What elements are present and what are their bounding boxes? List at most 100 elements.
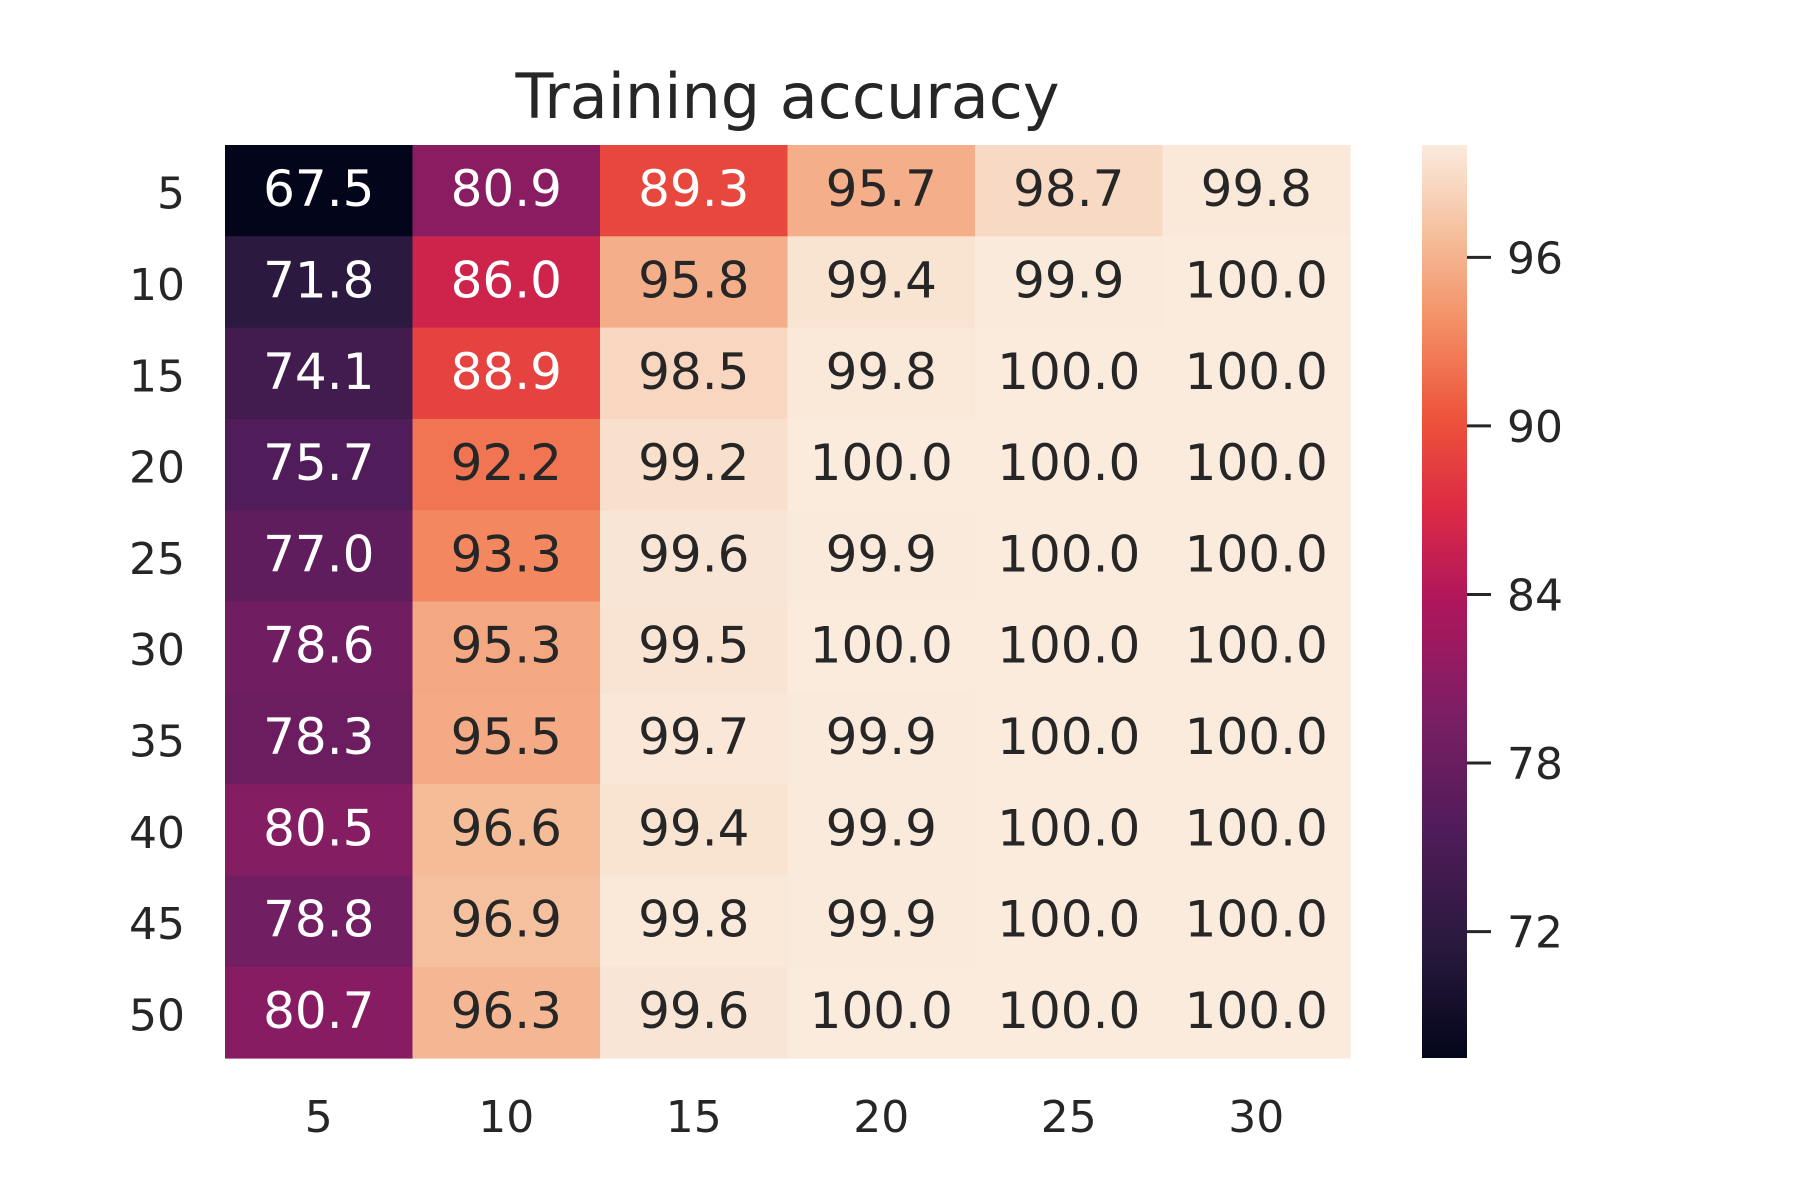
cell-value-label: 92.2 (451, 434, 562, 492)
heatmap-cell-r15-c30 (1162, 327, 1351, 420)
cell-value-label: 100.0 (1185, 525, 1328, 583)
cell-value-label: 98.5 (638, 343, 749, 401)
cell-value-label: 99.9 (826, 891, 937, 949)
cell-value-label: 74.1 (263, 343, 374, 401)
cell-value-label: 99.9 (826, 799, 937, 857)
heatmap-cell-r15-c25 (975, 327, 1164, 420)
cell-value-label: 98.7 (1013, 160, 1124, 218)
cell-value-label: 80.7 (263, 982, 374, 1040)
cell-value-label: 99.4 (638, 799, 749, 857)
heatmap-cell-r25-c5 (225, 510, 414, 603)
heatmap-cell-r20-c5 (225, 418, 414, 511)
y-tick-label: 20 (129, 443, 185, 494)
cell-value-label: 100.0 (1185, 617, 1328, 675)
x-tick-label: 5 (305, 1092, 333, 1143)
heatmap-cell-r5-c20 (787, 145, 976, 237)
cell-value-label: 100.0 (997, 343, 1140, 401)
cell-value-label: 100.0 (1185, 251, 1328, 309)
y-tick-label: 15 (129, 351, 185, 402)
y-tick-label: 30 (129, 625, 185, 676)
heatmap-cell-r40-c25 (975, 784, 1164, 876)
colorbar (1422, 145, 1467, 1058)
heatmap-cell-r40-c5 (225, 784, 414, 876)
heatmap-cell-r30-c20 (787, 601, 976, 694)
cell-value-label: 100.0 (810, 434, 953, 492)
cell-value-label: 100.0 (997, 525, 1140, 583)
x-tick-label: 10 (478, 1092, 534, 1143)
heatmap-cell-r20-c20 (787, 418, 976, 511)
cell-value-label: 95.5 (451, 708, 562, 766)
cell-value-label: 99.2 (638, 434, 749, 492)
colorbar-tick-label: 84 (1507, 570, 1563, 621)
heatmap-cell-r5-c10 (412, 145, 601, 237)
cell-value-label: 99.9 (826, 708, 937, 766)
heatmap-cell-r25-c30 (1162, 510, 1351, 603)
cell-value-label: 77.0 (263, 525, 374, 583)
heatmap-cell-r30-c15 (600, 601, 789, 694)
heatmap-cell-r15-c15 (600, 327, 789, 420)
cell-value-label: 99.7 (638, 708, 749, 766)
cell-value-label: 100.0 (1185, 708, 1328, 766)
cell-value-label: 100.0 (997, 982, 1140, 1040)
heatmap-cell-r15-c5 (225, 327, 414, 420)
cell-value-label: 78.3 (263, 708, 374, 766)
cell-value-label: 88.9 (451, 343, 562, 401)
cell-value-label: 80.5 (263, 799, 374, 857)
cell-value-label: 100.0 (1185, 799, 1328, 857)
cell-value-label: 80.9 (451, 160, 562, 218)
y-tick-label: 50 (129, 990, 185, 1041)
cell-value-label: 100.0 (1185, 434, 1328, 492)
heatmap-cell-r40-c10 (412, 784, 601, 876)
cell-value-label: 86.0 (451, 251, 562, 309)
heatmap-cell-r35-c10 (412, 692, 601, 785)
x-tick-label: 15 (666, 1092, 722, 1143)
cell-value-label: 100.0 (997, 617, 1140, 675)
y-tick-label: 25 (129, 534, 185, 585)
cell-value-label: 100.0 (1185, 891, 1328, 949)
heatmap-cell-r50-c10 (412, 966, 601, 1059)
cell-value-label: 99.8 (1201, 160, 1312, 218)
heatmap-cell-r20-c25 (975, 418, 1164, 511)
heatmap-cell-r45-c15 (600, 875, 789, 968)
heatmap-cell-r25-c25 (975, 510, 1164, 603)
cell-value-label: 99.9 (826, 525, 937, 583)
chart-title: Training accuracy (515, 60, 1060, 133)
heatmap-cell-r40-c30 (1162, 784, 1351, 876)
heatmap-cell-r45-c30 (1162, 875, 1351, 968)
heatmap-cell-r50-c20 (787, 966, 976, 1059)
y-tick-label: 45 (129, 899, 185, 950)
heatmap-cell-r50-c15 (600, 966, 789, 1059)
cell-value-label: 75.7 (263, 434, 374, 492)
heatmap-cell-r30-c5 (225, 601, 414, 694)
cell-value-label: 99.6 (638, 982, 749, 1040)
y-tick-label: 5 (157, 169, 185, 220)
cell-value-label: 78.6 (263, 617, 374, 675)
cell-value-label: 99.6 (638, 525, 749, 583)
cell-value-label: 99.5 (638, 617, 749, 675)
heatmap-cell-r35-c15 (600, 692, 789, 785)
cell-value-label: 99.8 (638, 891, 749, 949)
cell-value-label: 96.3 (451, 982, 562, 1040)
heatmap-cell-r25-c15 (600, 510, 789, 603)
heatmap-cell-r15-c20 (787, 327, 976, 420)
heatmap-cell-r50-c30 (1162, 966, 1351, 1059)
cell-value-label: 95.8 (638, 251, 749, 309)
y-tick-label: 35 (129, 716, 185, 767)
heatmap-cell-r10-c15 (600, 236, 789, 329)
heatmap-cell-r10-c10 (412, 236, 601, 329)
heatmap-cell-r30-c30 (1162, 601, 1351, 694)
heatmap-cell-r25-c10 (412, 510, 601, 603)
heatmap-cell-r20-c10 (412, 418, 601, 511)
cell-value-label: 78.8 (263, 891, 374, 949)
heatmap-cell-r25-c20 (787, 510, 976, 603)
x-tick-label: 20 (853, 1092, 909, 1143)
heatmap-cell-r10-c20 (787, 236, 976, 329)
cell-value-label: 100.0 (1185, 343, 1328, 401)
heatmap-cell-r40-c15 (600, 784, 789, 876)
cell-value-label: 100.0 (810, 982, 953, 1040)
heatmap-cell-r35-c5 (225, 692, 414, 785)
x-tick-label: 25 (1041, 1092, 1097, 1143)
colorbar-tick-label: 96 (1507, 233, 1563, 284)
colorbar-tick-label: 78 (1507, 739, 1563, 790)
